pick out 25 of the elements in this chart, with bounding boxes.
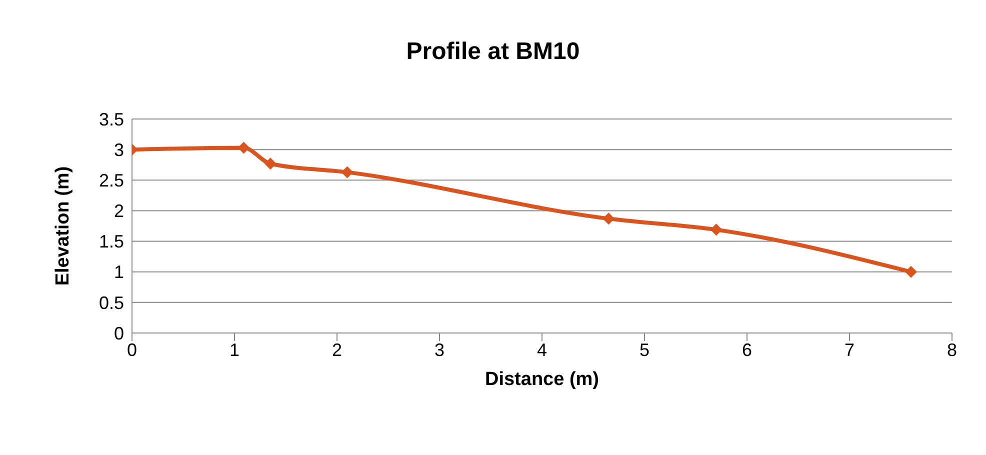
x-tick-label: 0	[126, 340, 138, 360]
point	[710, 224, 722, 236]
y-tick-label: 0	[114, 323, 124, 344]
y-tick-label: 3	[114, 140, 124, 160]
x-tick-label: 1	[229, 340, 240, 360]
x-tick-label: 4	[536, 340, 548, 360]
x-tick-label: 6	[742, 340, 752, 360]
y-tick-label: 1	[114, 262, 124, 282]
x-tick-label: 5	[639, 340, 650, 360]
y-tick-label: 1.5	[98, 232, 124, 252]
point	[264, 158, 276, 170]
y-tick-label: 0.5	[98, 292, 124, 313]
point	[905, 266, 917, 278]
y-tick-label: 2.5	[98, 170, 124, 191]
chart-title: Profile at BM10	[405, 38, 581, 66]
x-tick-label: 8	[946, 340, 958, 360]
x-tick-label: 2	[332, 340, 342, 360]
point	[341, 166, 354, 178]
x-tick-label: 7	[844, 340, 855, 360]
y-axis-title: Elevation (m)	[52, 166, 74, 286]
x-axis-title: Distance (m)	[484, 369, 600, 390]
point	[602, 212, 615, 225]
y-tick-label: 2	[114, 201, 124, 222]
x-tick-label: 3	[434, 340, 445, 360]
y-tick-label: 3.5	[98, 109, 124, 130]
